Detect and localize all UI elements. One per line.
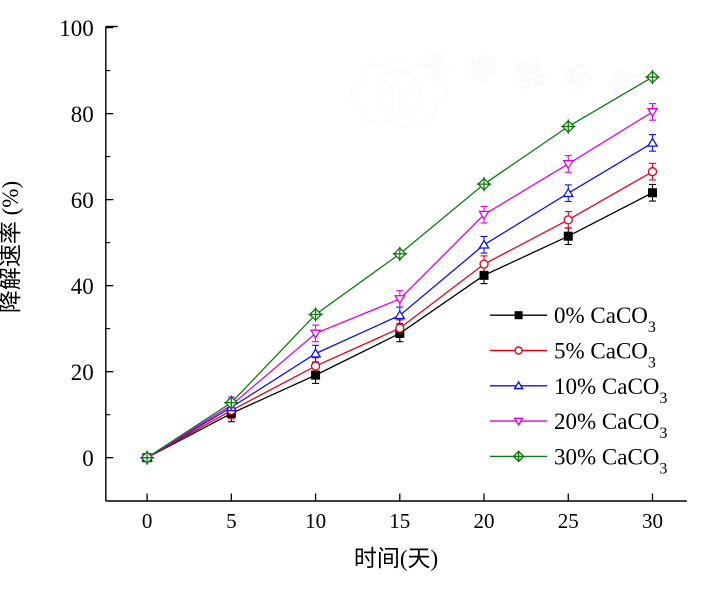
svg-text:40: 40 (71, 274, 94, 299)
svg-text:100: 100 (59, 16, 94, 41)
svg-text:25: 25 (558, 509, 579, 533)
svg-text:5% CaCO3: 5% CaCO3 (554, 339, 656, 372)
svg-text:20: 20 (474, 509, 495, 533)
svg-text:20% CaCO3: 20% CaCO3 (554, 409, 667, 442)
svg-text:20: 20 (71, 360, 94, 385)
svg-text:检 验 局: 检 验 局 (388, 111, 411, 120)
svg-text:降解速率 (%): 降解速率 (%) (0, 181, 23, 313)
svg-text:0: 0 (142, 509, 153, 533)
svg-text:30: 30 (642, 509, 663, 533)
svg-text:讯: 讯 (417, 47, 451, 83)
svg-text:60: 60 (71, 188, 94, 213)
svg-text:15: 15 (389, 509, 410, 533)
svg-text:时间(天): 时间(天) (354, 546, 438, 571)
svg-text:80: 80 (71, 102, 94, 127)
svg-text:5: 5 (226, 509, 237, 533)
svg-text:参: 参 (557, 58, 599, 103)
svg-text:拳: 拳 (464, 50, 501, 90)
svg-text:10% CaCO3: 10% CaCO3 (554, 374, 667, 407)
svg-text:质量监督: 质量监督 (386, 66, 413, 75)
svg-text:器: 器 (510, 54, 549, 96)
svg-text:10: 10 (305, 509, 326, 533)
svg-text:30% CaCO3: 30% CaCO3 (554, 444, 667, 477)
svg-text:0% CaCO3: 0% CaCO3 (554, 303, 656, 336)
svg-text:0: 0 (82, 446, 94, 471)
